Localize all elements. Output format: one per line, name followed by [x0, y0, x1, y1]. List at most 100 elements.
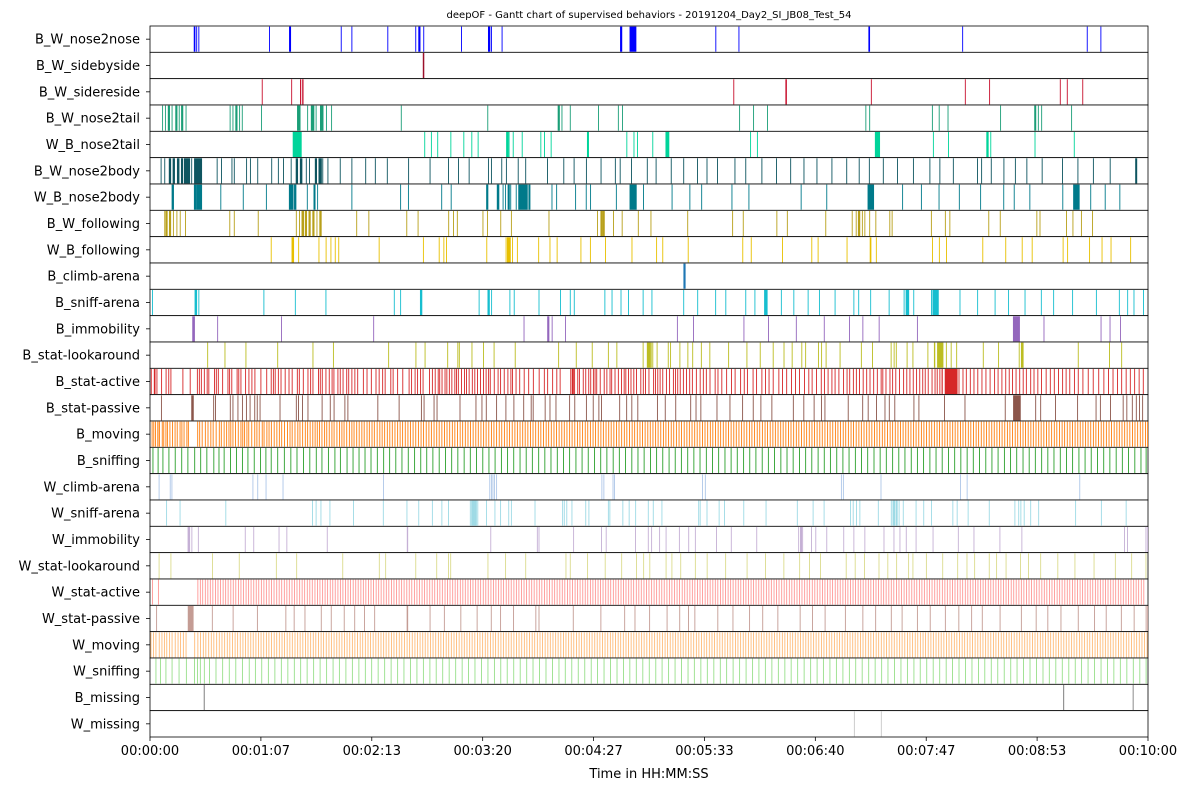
behavior-interval — [358, 421, 360, 447]
behavior-interval — [248, 421, 250, 447]
behavior-interval — [198, 26, 200, 52]
behavior-interval — [987, 632, 989, 658]
behavior-interval — [327, 158, 329, 184]
behavior-interval — [290, 447, 292, 474]
behavior-interval — [938, 237, 940, 263]
behavior-interval — [400, 184, 402, 210]
behavior-interval — [448, 210, 450, 237]
behavior-interval — [266, 421, 268, 447]
behavior-interval — [319, 210, 322, 237]
behavior-interval — [745, 579, 747, 605]
behavior-interval — [816, 658, 818, 684]
behavior-interval — [430, 131, 432, 158]
behavior-interval — [224, 342, 226, 368]
behavior-interval — [1062, 184, 1064, 210]
behavior-interval — [398, 579, 400, 605]
behavior-interval — [535, 421, 537, 447]
behavior-interval — [656, 342, 658, 368]
behavior-interval — [689, 184, 691, 210]
behavior-interval — [1071, 105, 1073, 131]
behavior-interval — [742, 579, 744, 605]
behavior-interval — [278, 526, 280, 553]
behavior-interval — [944, 605, 946, 632]
behavior-interval — [225, 500, 227, 526]
behavior-interval — [351, 368, 353, 395]
behavior-interval — [326, 658, 328, 684]
behavior-interval — [283, 447, 285, 474]
behavior-interval — [1145, 526, 1147, 553]
behavior-interval — [458, 342, 460, 368]
behavior-interval — [811, 421, 813, 447]
behavior-interval — [256, 605, 258, 632]
behavior-interval — [241, 658, 243, 684]
behavior-interval — [469, 447, 471, 474]
behavior-interval — [277, 368, 279, 395]
behavior-interval — [397, 658, 399, 684]
behavior-interval — [506, 237, 511, 263]
behavior-interval — [642, 368, 644, 395]
behavior-interval — [786, 368, 788, 395]
behavior-interval — [1028, 579, 1030, 605]
behavior-interval — [921, 579, 923, 605]
behavior-interval — [789, 632, 791, 658]
behavior-interval — [605, 237, 606, 263]
behavior-interval — [1145, 605, 1147, 632]
behavior-interval — [397, 368, 399, 395]
behavior-interval — [295, 158, 299, 184]
behavior-interval — [233, 210, 235, 237]
behavior-interval — [246, 421, 248, 447]
behavior-interval — [310, 368, 312, 395]
behavior-interval — [217, 368, 219, 395]
behavior-interval — [1037, 105, 1039, 131]
behavior-interval — [895, 500, 898, 526]
behavior-interval — [296, 579, 298, 605]
behavior-interval — [543, 368, 545, 395]
behavior-interval — [816, 158, 818, 184]
behavior-interval — [413, 579, 415, 605]
behavior-interval — [760, 579, 762, 605]
behavior-interval — [665, 368, 667, 395]
behavior-interval — [1032, 632, 1033, 658]
behavior-interval — [544, 395, 546, 421]
behavior-interval — [1059, 447, 1061, 474]
behavior-interval — [746, 368, 748, 395]
behavior-interval — [1139, 395, 1140, 421]
x-tick-label: 00:07:47 — [897, 744, 955, 759]
behavior-interval — [556, 421, 557, 447]
behavior-interval — [1053, 368, 1055, 395]
behavior-interval — [296, 368, 298, 395]
behavior-interval — [800, 184, 802, 210]
behavior-interval — [935, 447, 937, 474]
behavior-interval — [176, 158, 180, 184]
behavior-interval — [490, 526, 492, 553]
behavior-interval — [939, 368, 941, 395]
behavior-interval — [193, 26, 196, 52]
behavior-interval — [905, 421, 907, 447]
behavior-interval — [893, 579, 895, 605]
behavior-interval — [945, 658, 947, 684]
behavior-interval — [1038, 579, 1040, 605]
behavior-interval — [992, 579, 994, 605]
behavior-interval — [928, 421, 930, 447]
behavior-interval — [1041, 105, 1043, 131]
behavior-interval — [409, 658, 411, 684]
behavior-interval — [1089, 237, 1091, 263]
behavior-interval — [806, 579, 808, 605]
behavior-interval — [743, 316, 745, 342]
behavior-interval — [888, 632, 890, 658]
behavior-interval — [536, 579, 538, 605]
behavior-interval — [822, 658, 824, 684]
behavior-interval — [324, 421, 326, 447]
behavior-interval — [240, 579, 242, 605]
behavior-interval — [486, 184, 489, 210]
behavior-interval — [1062, 237, 1064, 263]
behavior-interval — [383, 447, 385, 474]
behavior-interval — [572, 605, 574, 632]
behavior-interval — [972, 579, 974, 605]
behavior-interval — [913, 289, 915, 316]
behavior-interval — [339, 421, 341, 447]
behavior-interval — [916, 605, 918, 632]
behavior-interval — [1045, 368, 1047, 395]
behavior-interval — [493, 342, 495, 368]
behavior-interval — [560, 632, 562, 658]
